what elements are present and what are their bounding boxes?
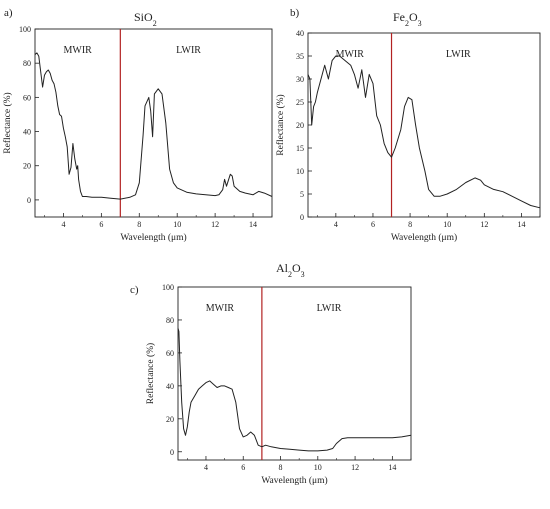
chart-title: SiO2	[134, 10, 157, 28]
y-tick-label: 5	[300, 190, 304, 199]
title-text: Fe	[393, 10, 405, 24]
y-tick-label: 20	[166, 415, 174, 424]
y-axis-label: Reflectance (%)	[275, 94, 286, 155]
y-tick-label: 40	[23, 128, 31, 137]
y-tick-label: 15	[296, 144, 304, 153]
x-tick-label: 4	[334, 220, 338, 229]
x-tick-label: 12	[211, 220, 219, 229]
title-subscript: 3	[418, 19, 422, 28]
x-tick-label: 8	[279, 463, 283, 472]
title-text: O	[292, 261, 301, 275]
plot-frame	[307, 32, 541, 218]
title-subscript: 2	[405, 19, 409, 28]
y-tick-label: 100	[162, 283, 174, 292]
y-tick-label: 20	[23, 162, 31, 171]
reflectance-series-line	[34, 52, 273, 200]
x-tick-label: 6	[241, 463, 245, 472]
title-subscript: 2	[153, 19, 157, 28]
region-label-mwir: MWIR	[206, 303, 235, 314]
region-label-mwir: MWIR	[336, 49, 365, 60]
x-axis-label: Wavelength (μm)	[391, 232, 457, 243]
reflectance-series-line	[177, 328, 412, 452]
reflectance-series-line	[307, 55, 541, 209]
plot-frame	[177, 286, 412, 461]
y-tick-label: 35	[296, 52, 304, 61]
title-text: O	[409, 10, 418, 24]
y-tick-label: 100	[19, 25, 31, 34]
panel-label: c)	[130, 284, 139, 296]
y-tick-label: 80	[166, 316, 174, 325]
title-text: Al	[276, 261, 289, 275]
chart-title: Al2O3	[276, 261, 305, 279]
y-tick-label: 40	[296, 29, 304, 38]
x-axis-label: Wavelength (μm)	[120, 232, 186, 243]
chart-panel-3: c) Al2O3 4 6 8 10 12 14 0 20 40 60 80 100 Wavelength (…	[130, 261, 412, 486]
x-axis-label: Wavelength (μm)	[261, 475, 327, 486]
y-tick-label: 60	[23, 93, 31, 102]
x-tick-label: 10	[173, 220, 181, 229]
x-tick-label: 4	[204, 463, 208, 472]
x-tick-label: 10	[314, 463, 322, 472]
y-tick-label: 20	[296, 121, 304, 130]
title-text: SiO	[134, 10, 153, 24]
y-tick-label: 10	[296, 167, 304, 176]
x-tick-label: 10	[443, 220, 451, 229]
y-axis-label: Reflectance (%)	[145, 343, 156, 404]
x-tick-label: 12	[480, 220, 488, 229]
x-tick-label: 14	[517, 220, 525, 229]
plot-frame	[34, 28, 273, 218]
x-tick-label: 8	[408, 220, 412, 229]
panel-label: b)	[290, 7, 300, 19]
region-label-lwir: LWIR	[176, 45, 201, 56]
panel-label: a)	[4, 7, 13, 19]
region-label-mwir: MWIR	[63, 45, 92, 56]
title-subscript: 2	[288, 270, 292, 279]
x-tick-label: 14	[388, 463, 396, 472]
y-tick-label: 0	[27, 196, 31, 205]
y-tick-label: 40	[166, 382, 174, 391]
title-subscript: 3	[301, 270, 305, 279]
y-tick-label: 30	[296, 75, 304, 84]
chart-panel-1: a) SiO2 4 6 8 10 12 14 0 20 40 60 80 100 Wavelength (μ…	[2, 7, 273, 243]
x-tick-label: 12	[351, 463, 359, 472]
x-tick-label: 8	[137, 220, 141, 229]
region-label-lwir: LWIR	[317, 303, 342, 314]
y-axis-label: Reflectance (%)	[2, 92, 13, 153]
x-tick-label: 14	[249, 220, 257, 229]
region-label-lwir: LWIR	[446, 49, 471, 60]
x-tick-label: 6	[371, 220, 375, 229]
y-tick-label: 80	[23, 59, 31, 68]
x-tick-label: 4	[61, 220, 65, 229]
chart-panel-2: b) Fe2O3 4 6 8 10 12 14 0 5 10 15 20 25 30 35 40 Waveleng…	[275, 7, 541, 243]
y-tick-label: 0	[300, 213, 304, 222]
x-tick-label: 6	[99, 220, 103, 229]
y-tick-label: 60	[166, 349, 174, 358]
y-tick-label: 0	[170, 448, 174, 457]
chart-title: Fe2O3	[393, 10, 422, 28]
y-tick-label: 25	[296, 98, 304, 107]
